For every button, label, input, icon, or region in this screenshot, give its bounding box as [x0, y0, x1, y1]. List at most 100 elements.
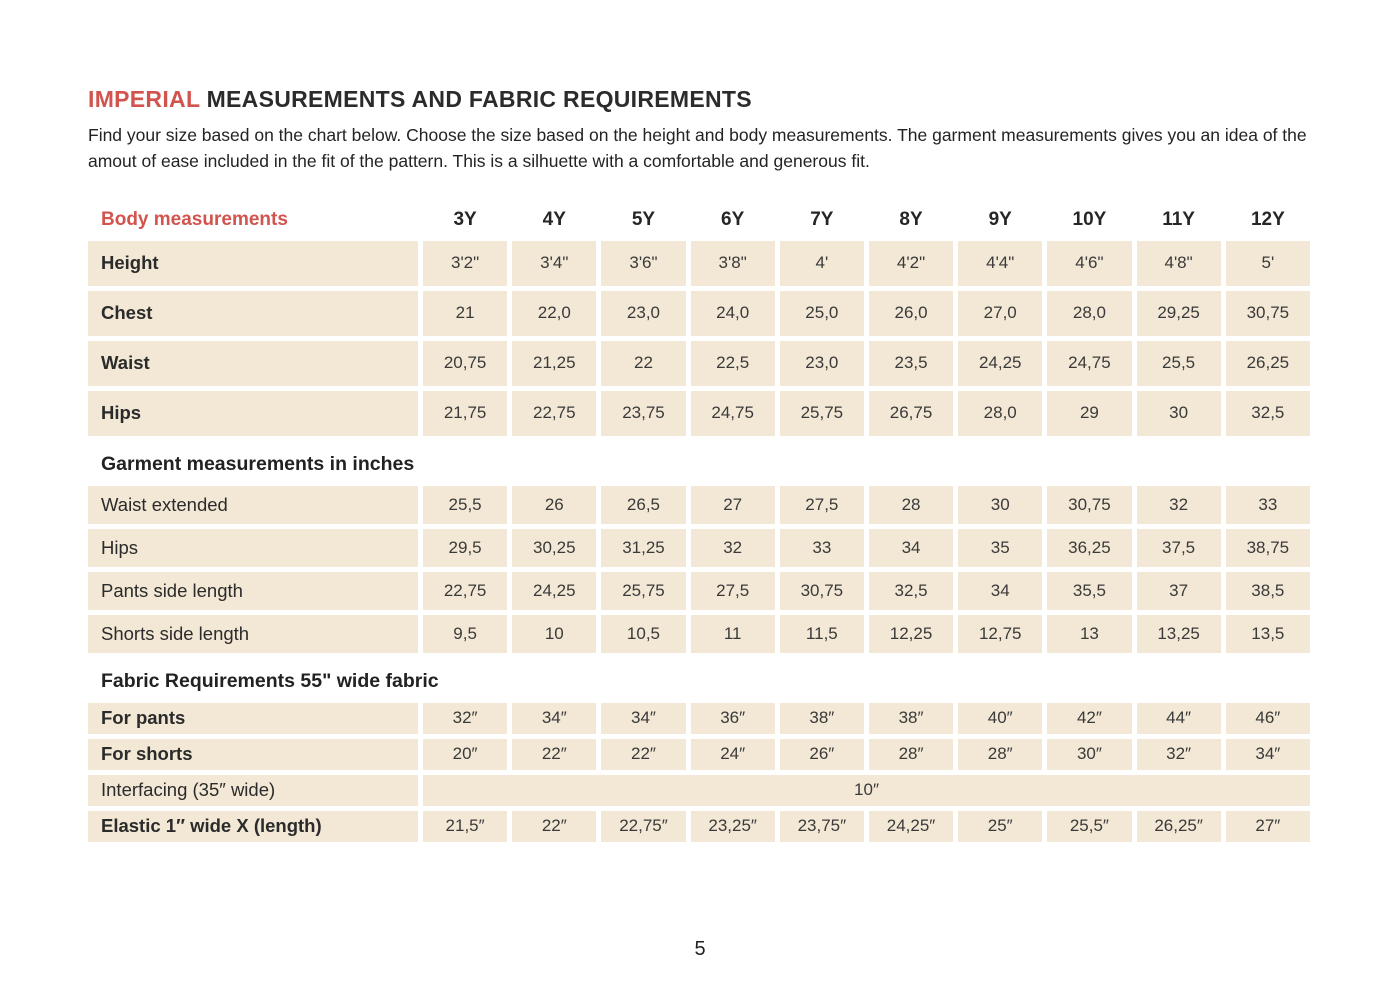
measurement-cell: 27,0: [958, 290, 1043, 336]
measurement-cell: 23,0: [779, 340, 864, 386]
measurement-cell: 23,75: [601, 390, 686, 436]
measurement-cell: 22,75: [512, 390, 597, 436]
section-title: Garment measurements in inches: [88, 440, 1310, 481]
measurement-cell: 24,25: [958, 340, 1043, 386]
measurement-cell: 4': [779, 240, 864, 286]
row-label: Chest: [88, 290, 418, 336]
size-column-header: 5Y: [631, 208, 656, 230]
measurement-cell: 37,5: [1136, 528, 1221, 567]
page-number: 5: [694, 938, 706, 960]
measurement-cell: 26″: [779, 738, 864, 770]
table-row: Chest 21 22,0 23,0 24,0 25,0 26,0 27,0 28,0 29,25…: [88, 290, 1310, 336]
measurement-cell: 32: [690, 528, 775, 567]
measurement-cell: 28″: [958, 738, 1043, 770]
size-column-header: 12Y: [1250, 208, 1285, 230]
measurement-cell: 25″: [958, 810, 1043, 842]
table-row: Interfacing (35″ wide) 10″: [88, 774, 1310, 806]
measurement-cell: 29: [1047, 390, 1132, 436]
measurement-cell: 25,5: [423, 485, 508, 524]
size-column-header: 4Y: [542, 208, 566, 230]
measurement-cell: 10: [512, 614, 597, 653]
row-label: Pants side length: [88, 571, 418, 610]
measurement-cell: 11: [690, 614, 775, 653]
measurement-cell: 30″: [1047, 738, 1132, 770]
measurement-cell: 44″: [1136, 702, 1221, 734]
measurement-cell: 32,5: [868, 571, 954, 610]
measurement-cell: 13,5: [1225, 614, 1310, 653]
row-label: Hips: [88, 390, 418, 436]
size-column-header: 10Y: [1072, 208, 1107, 230]
size-column-header: 8Y: [899, 208, 923, 230]
page-title-highlight: IMPERIAL: [88, 86, 200, 112]
measurement-cell: 34″: [512, 702, 597, 734]
measurement-cell: 42″: [1047, 702, 1132, 734]
measurement-cell: 27″: [1225, 810, 1310, 842]
table-row: Hips 21,75 22,75 23,75 24,75 25,75 26,75 28,0 29…: [88, 390, 1310, 436]
measurement-cell: 34: [958, 571, 1043, 610]
measurement-cell: 4'4": [958, 240, 1043, 286]
measurement-cell: 26,25: [1225, 340, 1310, 386]
measurement-cell: 25,75: [779, 390, 864, 436]
measurement-cell: 24,75: [690, 390, 775, 436]
size-column-header: 3Y: [453, 208, 477, 230]
measurement-cell: 25,5: [1136, 340, 1221, 386]
measurement-cell: 5': [1225, 240, 1310, 286]
measurement-cell: 24,75: [1047, 340, 1132, 386]
measurement-cell: 22″: [601, 738, 686, 770]
measurement-cell: 34″: [601, 702, 686, 734]
measurement-cell: 11,5: [779, 614, 864, 653]
measurement-cell: 22,75″: [601, 810, 686, 842]
measurement-cell: 22″: [512, 738, 597, 770]
measurement-cell: 26,0: [868, 290, 954, 336]
size-column-header: 11Y: [1162, 208, 1195, 230]
measurement-cell: 21,5″: [423, 810, 508, 842]
page-title-rest: MEASUREMENTS AND FABRIC REQUIREMENTS: [199, 86, 752, 112]
row-label: Hips: [88, 528, 418, 567]
measurement-cell: 33: [1225, 485, 1310, 524]
measurement-cell: 33: [779, 528, 864, 567]
measurement-cell: 13: [1047, 614, 1132, 653]
measurement-cell: 35,5: [1047, 571, 1132, 610]
row-label: Shorts side length: [88, 614, 418, 653]
measurement-cell: 27,5: [690, 571, 775, 610]
table-row: For pants 32″ 34″ 34″ 36″ 38″ 38″ 40″ 42″ 44″ 46″: [88, 702, 1310, 734]
row-label: Height: [88, 240, 418, 286]
measurement-cell: 28,0: [958, 390, 1043, 436]
measurement-cell: 12,25: [868, 614, 954, 653]
row-label: Interfacing (35″ wide): [88, 774, 418, 806]
measurement-cell: 32: [1136, 485, 1221, 524]
measurement-cell: 30: [958, 485, 1043, 524]
row-label: Elastic 1″ wide X (length): [88, 810, 418, 842]
size-chart: Body measurements 3Y 4Y 5Y 6Y 7Y 8Y 9Y 10Y 11Y 12Y…: [83, 199, 1315, 847]
measurement-cell: 30,75: [1225, 290, 1310, 336]
measurement-cell: 21,75: [423, 390, 508, 436]
measurement-cell: 40″: [958, 702, 1043, 734]
measurement-cell: 23,75″: [779, 810, 864, 842]
measurement-cell: 22,0: [512, 290, 597, 336]
section-title: Fabric Requirements 55" wide fabric: [88, 657, 1310, 698]
measurement-cell: 20″: [423, 738, 508, 770]
measurement-cell: 10,5: [601, 614, 686, 653]
measurement-cell: 22″: [512, 810, 597, 842]
measurement-cell: 9,5: [423, 614, 508, 653]
measurement-cell: 38″: [868, 702, 954, 734]
measurement-cell: 22: [601, 340, 686, 386]
size-chart-header-row: Body measurements 3Y 4Y 5Y 6Y 7Y 8Y 9Y 10Y 11Y 12Y: [88, 204, 1310, 236]
measurement-cell: 22,5: [690, 340, 775, 386]
measurement-cell: 30,75: [779, 571, 864, 610]
measurement-cell: 23,5: [868, 340, 954, 386]
measurement-cell-merged: 10″: [423, 774, 1310, 806]
measurement-cell: 24″: [690, 738, 775, 770]
page: IMPERIAL MEASUREMENTS AND FABRIC REQUIRE…: [83, 86, 1315, 847]
measurement-cell: 23,25″: [690, 810, 775, 842]
measurement-cell: 31,25: [601, 528, 686, 567]
table-row: Shorts side length 9,5 10 10,5 11 11,5 12,25 12…: [88, 614, 1310, 653]
measurement-cell: 13,25: [1136, 614, 1221, 653]
measurement-cell: 28″: [868, 738, 954, 770]
size-chart-body: Body measurements 3Y 4Y 5Y 6Y 7Y 8Y 9Y 10Y 11Y 12Y…: [88, 204, 1310, 842]
measurement-cell: 12,75: [958, 614, 1043, 653]
measurement-cell: 27,5: [779, 485, 864, 524]
measurement-cell: 21,25: [512, 340, 597, 386]
table-row: For shorts 20″ 22″ 22″ 24″ 26″ 28″ 28″ 30″ 32″ 34″: [88, 738, 1310, 770]
size-column-header: 6Y: [721, 208, 745, 230]
